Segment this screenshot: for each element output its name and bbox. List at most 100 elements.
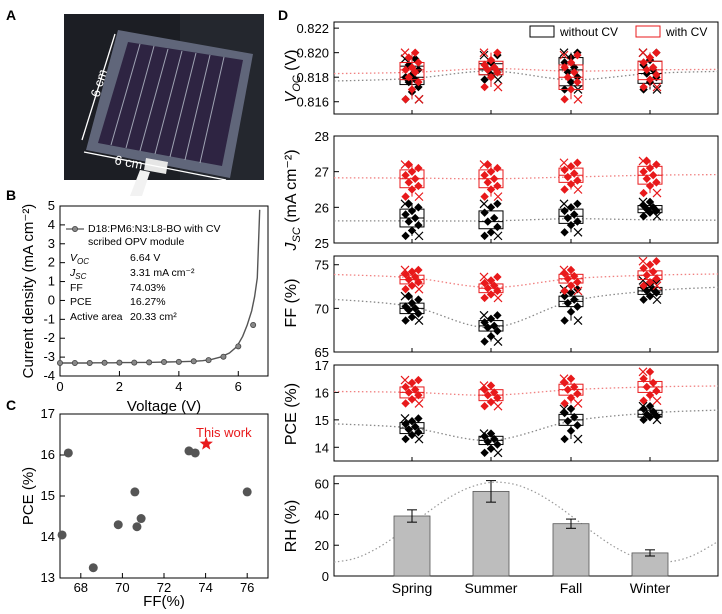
d-pce-data-point [414,428,423,437]
d-voc-data-point [560,58,569,67]
module-wire [130,170,150,196]
d-jsc-data-point [490,213,499,223]
d-legend-label-with: with CV [665,25,707,39]
d-voc-data-point [486,55,496,65]
d-jsc-data-point [404,178,413,187]
d-ff-data-point [490,281,499,290]
d-ff-data-point [407,281,417,290]
d-jsc-data-point [407,226,417,235]
d-pce-data-point [414,414,423,423]
d-ff-data-point [563,274,572,283]
d-jsc-trend-with [333,173,719,180]
c-xtick-label: 68 [74,580,88,595]
d-ff-data-point [414,277,423,287]
d-ff-data-point [639,295,648,304]
d-legend-label-without: without CV [559,25,618,39]
b-legend-marker [72,225,79,232]
c-ytick-label: 15 [41,488,55,503]
b-ylabel: Current density (mA cm⁻²) [20,204,37,379]
d-legend-swatch-without [529,25,555,38]
d-voc-data-point [639,58,648,67]
d-pce-max-marker [400,375,410,385]
d-voc-max-marker [638,48,648,58]
d-jsc-data-point [414,181,423,191]
d-jsc-data-point [407,206,417,216]
b-xtick-label: 2 [116,379,123,394]
d-voc-data-point [566,85,576,94]
d-pce-data-point [407,430,417,440]
d-ff-data-point [560,291,569,301]
d-legend-swatch-with [635,25,661,38]
d-jsc-data-point [483,217,492,226]
d-jsc-ytick-label: 25 [315,236,329,251]
d-jsc-ytick-label: 26 [315,200,329,215]
d-ff-min-marker [652,295,662,305]
d-voc-min-marker [652,82,662,92]
b-data-marker [146,359,153,366]
d-jsc-data-point [639,167,648,176]
d-jsc-max-marker [559,158,569,168]
d-pce-data-point [573,389,582,398]
b-xlabel: Voltage (V) [127,398,201,415]
d-jsc-data-point [645,197,655,207]
d-jsc-data-point [414,203,423,212]
d-ff-data-point [639,281,648,290]
d-pce-data-point [493,440,502,449]
d-ff-max-marker [479,272,489,282]
d-jsc-trend-without [333,218,719,222]
d-jsc-min-marker [414,231,424,241]
d-jsc-data-point [404,217,413,226]
d-ff-data-point [483,323,492,332]
d-ff-data-point [573,277,582,287]
d-jsc-ytick-label: 28 [315,129,329,144]
d-pce-data-point [560,434,569,444]
d-ff-data-point [563,298,572,308]
c-this-work-label: This work [196,425,252,440]
d-season-label: Summer [465,580,518,596]
dim-line-left [81,33,116,141]
d-pce-data-point [639,415,648,425]
b-legend-line2: scribed OPV module [88,236,184,248]
d-jsc-data-point [652,178,661,187]
d-pce-min-marker [652,415,662,425]
d-pce-min-marker [493,448,503,458]
d-jsc-max-marker [479,199,489,209]
d-ff-ytick-label: 70 [315,301,329,316]
d-pce-data-point [645,401,655,411]
d-jsc-data-point [645,181,655,191]
d-jsc-data-point [560,206,569,216]
d-jsc-data-point [566,162,576,171]
b-data-marker [101,359,108,366]
b-data-marker [205,357,212,364]
d-pce-ytick-label: 16 [315,385,329,400]
c-this-work-star [199,436,213,450]
d-jsc-data-point [639,188,648,198]
d-pce-max-marker [559,374,569,384]
d-rh-bar [552,523,590,577]
b-ytick-label: -4 [43,368,55,383]
b-ytick-label: 1 [48,274,55,289]
d-season-label: Spring [392,580,432,596]
d-jsc-data-point [401,171,410,180]
d-ff-max-marker [400,291,410,301]
d-pce-data-point [407,417,417,426]
b-ytick-label: 4 [48,217,55,232]
panel-c-label: C [6,397,16,413]
panel-c: C 68 70 72 74 76 13 14 15 16 17 This work FF(%) P… [6,397,269,610]
d-ff-data-point [480,293,489,303]
d-ff-data-point [480,318,489,327]
d-jsc-data-point [642,174,651,183]
d-ff-data-point [407,298,417,308]
d-pce-data-point [639,374,648,383]
d-ff-data-point [566,281,576,290]
d-jsc-min-marker [652,188,662,198]
d-ff-data-point [560,316,569,325]
d-jsc-data-point [411,174,420,183]
d-pce-max-marker [479,381,489,390]
d-rh-ytick-label: 0 [322,569,329,584]
d-ff-data-point [414,309,423,318]
d-ff-data-point [490,321,499,331]
d-ff-min-marker [573,286,583,296]
d-voc-data-point [404,53,413,62]
d-voc-data-point [560,95,569,104]
